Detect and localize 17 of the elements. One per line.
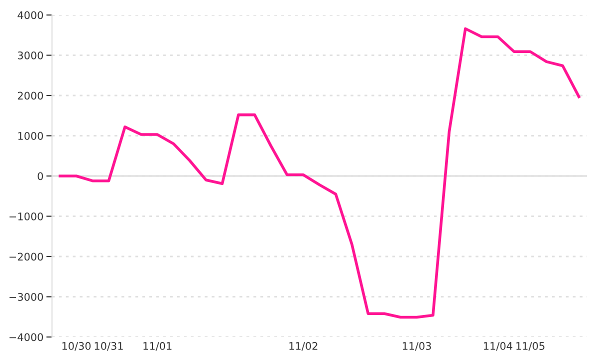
line-series (58, 27, 580, 319)
y-tick-label: 4000 (18, 11, 43, 20)
y-tick-label: 2000 (18, 92, 43, 100)
y-tick-label: −2000 (10, 252, 43, 261)
x-tick-label: 11/01 (144, 342, 172, 351)
x-tick-label: 11/05 (516, 342, 544, 351)
x-tick-label: 11/04 (484, 342, 512, 351)
y-tick-label: −3000 (10, 292, 43, 301)
y-tick-label: 3000 (18, 51, 43, 60)
x-tick-label: 11/02 (289, 342, 318, 351)
y-tick-label: 1000 (18, 132, 43, 140)
y-tick-label: −1000 (10, 212, 43, 220)
y-tick-label: −4000 (10, 333, 43, 342)
x-tick-label: 10/30 (62, 342, 91, 351)
x-tick-label: 11/03 (402, 342, 431, 351)
y-tick-label: 0 (38, 172, 43, 180)
x-tick-label: 10/31 (94, 342, 123, 351)
